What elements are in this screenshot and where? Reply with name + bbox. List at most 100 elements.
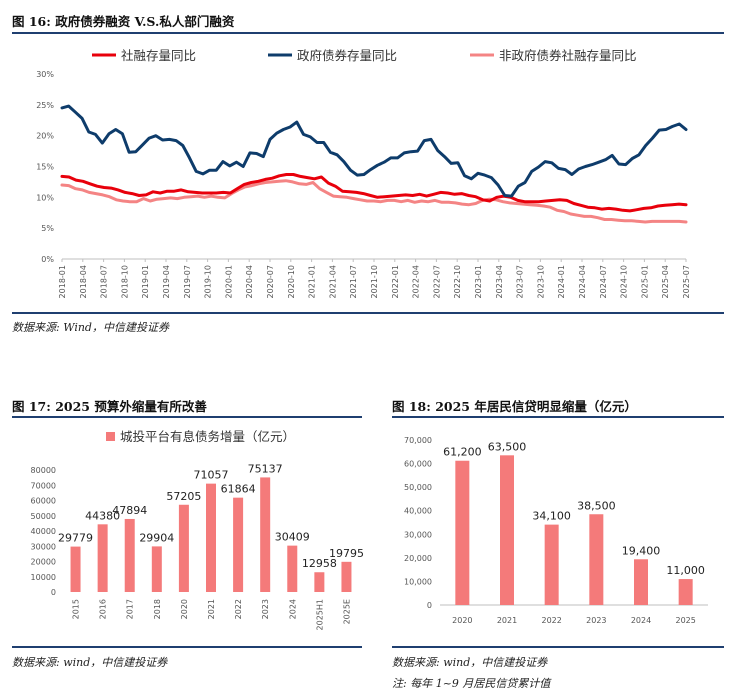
fig16-x-tick-label: 2022-07 xyxy=(432,265,441,298)
fig17-bar xyxy=(341,561,352,592)
fig17-legend-label: 城投平台有息债务增量（亿元） xyxy=(120,429,295,444)
fig16-y-tick-label: 20% xyxy=(36,132,54,141)
fig16-x-tick-label: 2018-10 xyxy=(120,265,129,298)
fig17-y-tick-label: 80000 xyxy=(31,466,56,475)
fig16-x-tick-label: 2020-01 xyxy=(224,265,233,298)
fig18-x-tick-label: 2025 xyxy=(675,616,695,625)
fig17-y-tick-label: 0 xyxy=(51,588,56,597)
fig18-source: 数据来源: wind，中信建投证券 xyxy=(392,656,548,669)
fig17-source: 数据来源: wind，中信建投证券 xyxy=(12,656,168,669)
fig18-bar xyxy=(678,579,693,605)
fig17-y-tick-label: 40000 xyxy=(31,527,56,536)
fig17-title: 图 17: 2025 预算外缩量有所改善 xyxy=(12,399,207,414)
fig18-note: 注: 每年 1~9 月居民信贷累计值 xyxy=(392,677,551,690)
fig17-bar xyxy=(260,477,271,592)
fig16-x-tick-label: 2021-07 xyxy=(349,265,358,298)
fig16-x-tick-label: 2023-04 xyxy=(495,265,504,298)
fig18-x-tick-label: 2022 xyxy=(541,616,561,625)
fig17-y-tick-label: 10000 xyxy=(31,573,56,582)
fig17-bar xyxy=(206,483,216,592)
fig16-x-tick-label: 2025-04 xyxy=(661,265,670,298)
fig16-x-tick-label: 2021-04 xyxy=(328,265,337,298)
fig17-x-tick-label: 2025H1 xyxy=(315,599,324,630)
fig16-legend-label: 非政府债券社融存量同比 xyxy=(499,48,637,63)
fig16-x-tick-label: 2020-04 xyxy=(245,265,254,298)
fig16-y-tick-label: 30% xyxy=(36,70,54,79)
fig17-bar xyxy=(178,504,189,592)
fig18-x-tick-label: 2023 xyxy=(586,616,606,625)
fig16-x-tick-label: 2019-10 xyxy=(204,265,213,298)
fig16-x-tick-label: 2021-01 xyxy=(308,265,317,298)
fig18-y-tick-label: 30,000 xyxy=(404,530,432,539)
fig16-x-tick-label: 2019-04 xyxy=(162,265,171,298)
fig16-line-chart: 0% 5% 10% 15% 20% 25% 30% 2018-01 2018-04 2018-07… xyxy=(36,48,691,298)
fig16-x-tick-label: 2024-07 xyxy=(599,265,608,298)
fig17-y-tick-label: 20000 xyxy=(31,558,56,567)
fig17-y-tick-label: 30000 xyxy=(31,542,56,551)
fig16-series-line-0 xyxy=(60,173,688,213)
fig17-value-label: 19795 xyxy=(329,547,364,560)
fig16-legend-label: 政府债券存量同比 xyxy=(297,48,397,63)
fig18-y-tick-label: 40,000 xyxy=(404,507,432,516)
fig17-value-label: 47894 xyxy=(112,504,147,517)
fig18-bar xyxy=(455,460,470,605)
fig17-x-tick-label: 2015 xyxy=(72,599,81,619)
fig17-x-tick-label: 2022 xyxy=(234,599,243,619)
fig18-bottom-rule xyxy=(392,646,724,648)
fig17-x-tick-label: 2024 xyxy=(288,599,297,619)
fig17-value-label: 29904 xyxy=(139,531,174,544)
fig17-y-tick-label: 60000 xyxy=(31,497,56,506)
fig17-bar xyxy=(151,546,162,592)
fig18-x-tick-label: 2020 xyxy=(452,616,472,625)
fig17-value-label: 44380 xyxy=(85,509,120,522)
fig18-y-tick-label: 0 xyxy=(427,601,432,610)
fig16-x-tick-label: 2018-07 xyxy=(100,265,109,298)
fig16-title-rule xyxy=(12,32,724,34)
fig17-bar xyxy=(287,545,298,592)
fig18-y-tick-label: 60,000 xyxy=(404,460,432,469)
fig17-bar xyxy=(97,524,108,592)
fig16-x-tick-label: 2023-01 xyxy=(474,265,483,298)
fig18-value-label: 63,500 xyxy=(488,440,527,453)
fig17-bar xyxy=(70,546,81,592)
fig18-title-rule xyxy=(392,416,724,418)
fig18-y-tick-label: 10,000 xyxy=(404,577,432,586)
fig17-x-tick-label: 2018 xyxy=(153,599,162,619)
fig17-value-label: 75137 xyxy=(248,462,283,475)
fig17-value-label: 29779 xyxy=(58,532,93,545)
fig17-value-label: 71057 xyxy=(194,469,229,482)
fig17-x-tick-label: 2016 xyxy=(99,599,108,619)
fig18-x-tick-label: 2021 xyxy=(497,616,517,625)
fig16-y-tick-label: 25% xyxy=(36,101,54,110)
fig17-x-tick-label: 2021 xyxy=(207,599,216,619)
fig17-title-rule xyxy=(12,416,362,418)
fig18-y-tick-label: 20,000 xyxy=(404,554,432,563)
fig16-series-line-1 xyxy=(60,104,688,198)
fig16-x-tick-label: 2022-10 xyxy=(453,265,462,298)
fig17-bottom-rule xyxy=(12,646,362,648)
fig16-x-tick-label: 2018-04 xyxy=(79,265,88,298)
fig17-y-tick-label: 70000 xyxy=(31,481,56,490)
fig17-bar xyxy=(124,518,135,592)
fig17-bar xyxy=(233,497,244,592)
fig16-source: 数据来源: Wind，中信建投证券 xyxy=(12,321,169,334)
fig16-x-tick-label: 2020-07 xyxy=(266,265,275,298)
fig16-y-tick-label: 15% xyxy=(36,163,54,172)
fig18-y-tick-label: 70,000 xyxy=(404,436,432,445)
fig18-bar xyxy=(589,514,604,605)
fig18-value-label: 19,400 xyxy=(622,544,661,557)
fig17-value-label: 12958 xyxy=(302,557,337,570)
fig18-value-label: 61,200 xyxy=(443,446,482,459)
fig16-x-tick-label: 2023-07 xyxy=(516,265,525,298)
fig16-y-tick-label: 10% xyxy=(36,193,54,202)
fig17-bar xyxy=(314,572,325,592)
fig16-y-tick-label: 0% xyxy=(41,255,54,264)
fig16-title: 图 16: 政府债券融资 V.S.私人部门融资 xyxy=(12,14,235,29)
fig17-bar-chart: 0 10000 20000 30000 40000 50000 60000 70000 8000… xyxy=(31,429,364,630)
fig16-x-tick-label: 2025-07 xyxy=(682,265,691,298)
fig16-x-tick-label: 2018-01 xyxy=(58,265,67,298)
fig16-series-line-2 xyxy=(60,179,688,224)
fig16-x-tick-label: 2022-04 xyxy=(412,265,421,298)
fig17-x-tick-label: 2023 xyxy=(261,599,270,619)
fig16-x-tick-label: 2019-07 xyxy=(183,265,192,298)
